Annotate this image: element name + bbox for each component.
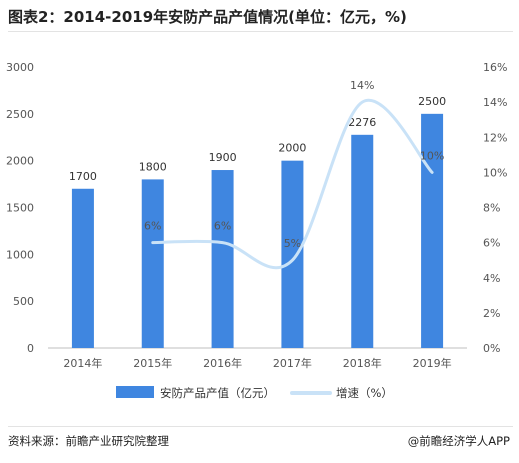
growth-value-label: 6% <box>214 220 231 233</box>
y-left-tick-label: 500 <box>13 295 34 308</box>
growth-value-label: 6% <box>144 220 161 233</box>
y-left-tick-label: 1500 <box>6 202 34 215</box>
y-right-tick-label: 14% <box>483 96 507 109</box>
x-tick-label: 2018年 <box>343 356 382 370</box>
y-left-tick-label: 1000 <box>6 248 34 261</box>
bar-value-label: 1900 <box>209 151 237 164</box>
x-tick-label: 2019年 <box>413 356 452 370</box>
bar-value-label: 1800 <box>139 160 167 173</box>
bar-value-label: 1700 <box>69 170 97 183</box>
legend-label-bar: 安防产品产值（亿元） <box>160 386 275 400</box>
legend-swatch-bar <box>116 386 154 398</box>
growth-value-label: 10% <box>420 149 444 162</box>
y-left-tick-label: 2500 <box>6 108 34 121</box>
title-divider <box>8 31 513 32</box>
bar <box>211 170 234 348</box>
y-right-tick-label: 16% <box>483 61 507 74</box>
bar-value-label: 2500 <box>418 95 446 108</box>
y-left-tick-label: 3000 <box>6 61 34 74</box>
bar <box>421 113 444 348</box>
x-tick-label: 2017年 <box>273 356 312 370</box>
y-left-tick-label: 2000 <box>6 155 34 168</box>
x-tick-label: 2014年 <box>63 356 102 370</box>
y-right-tick-label: 4% <box>483 272 500 285</box>
x-tick-label: 2016年 <box>203 356 242 370</box>
y-right-tick-label: 2% <box>483 307 500 320</box>
bar <box>351 134 374 348</box>
footer-divider <box>8 426 513 427</box>
y-right-tick-label: 0% <box>483 342 500 355</box>
bar <box>281 160 304 348</box>
legend-label-line: 增速（%） <box>336 386 393 400</box>
growth-value-label: 14% <box>350 79 374 92</box>
y-right-tick-label: 6% <box>483 237 500 250</box>
bar-value-label: 2000 <box>278 142 306 155</box>
y-left-tick-label: 0 <box>27 342 34 355</box>
bar-line-chart: 0 500 1000 1500 2000 2500 3000 0% 2% 4% 6% 8% 10% 12%… <box>6 61 507 400</box>
source-note: 资料来源：前瞻产业研究院整理 <box>8 434 169 448</box>
bar-value-label: 2276 <box>348 116 376 129</box>
y-right-tick-label: 10% <box>483 166 507 179</box>
growth-line <box>151 98 434 270</box>
chart-title: 图表2：2014-2019年安防产品产值情况(单位：亿元，%) <box>8 8 407 26</box>
brand-credit: @前瞻经济学人APP <box>407 434 510 448</box>
y-right-tick-label: 8% <box>483 202 500 215</box>
x-tick-label: 2015年 <box>133 356 172 370</box>
bar <box>71 188 94 348</box>
y-right-tick-label: 12% <box>483 131 507 144</box>
bar <box>141 179 164 348</box>
growth-value-label: 5% <box>284 237 301 250</box>
